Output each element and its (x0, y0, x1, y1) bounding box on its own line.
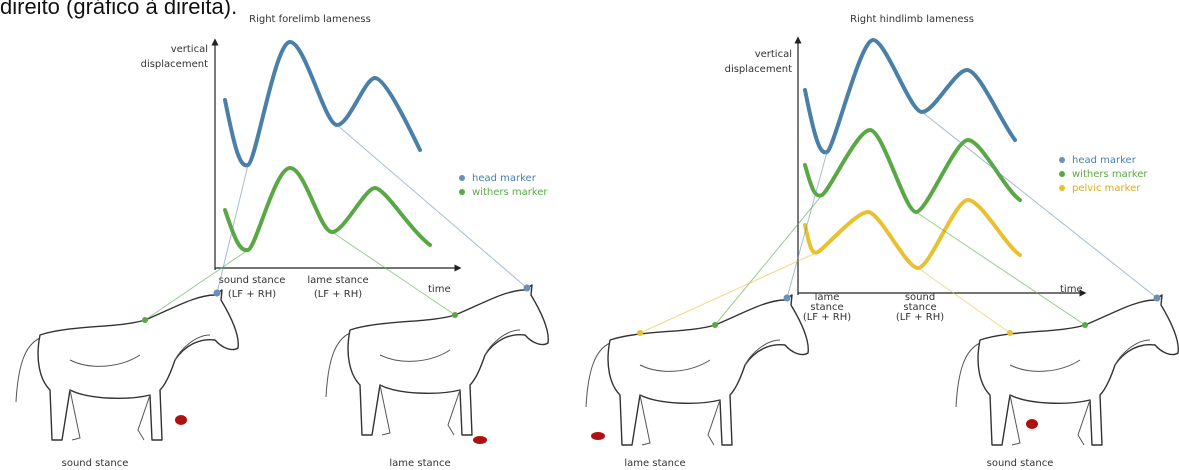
stance-label: (LF + RH) (228, 289, 276, 300)
pelvic-marker (637, 330, 643, 336)
head-marker (214, 290, 221, 297)
legend-dot (1059, 171, 1065, 177)
horse (16, 290, 238, 440)
hoof (591, 432, 605, 440)
withers-marker (712, 322, 718, 328)
legend-label: withers marker (1072, 169, 1148, 180)
legend-label: pelvic marker (1072, 183, 1141, 194)
legend-label: head marker (472, 173, 537, 184)
y-axis-label: vertical (171, 44, 208, 55)
withers-curve (225, 168, 430, 250)
link (217, 165, 248, 293)
head-curve (805, 40, 1015, 152)
legend-label: head marker (1072, 155, 1137, 166)
legend-dot (459, 189, 465, 195)
legend-label: withers marker (472, 187, 548, 198)
link (922, 112, 1157, 298)
horse-label: lame stance (389, 458, 450, 469)
pelvic-marker (1007, 330, 1013, 336)
legend-dot (1059, 157, 1065, 163)
legend-dot (459, 175, 465, 181)
withers-marker (1082, 322, 1088, 328)
horse-label: sound stance (62, 458, 129, 469)
figure: direito (gráfico à direita). Right forel… (0, 0, 1179, 470)
x-axis-label: time (428, 284, 451, 295)
stance-label: (LF + RH) (896, 312, 944, 323)
horse-label: sound stance (987, 458, 1054, 469)
stance-label: (LF + RH) (803, 312, 851, 323)
y-axis-label: vertical (755, 49, 792, 60)
withers-curve (805, 130, 1020, 212)
head-marker (524, 285, 531, 292)
link (332, 232, 455, 315)
withers-marker (452, 312, 458, 318)
head-marker (1154, 295, 1161, 302)
hoof (1026, 419, 1038, 429)
legend-dot (1059, 185, 1065, 191)
link (916, 212, 1085, 325)
horse (326, 285, 548, 435)
horse-label: lame stance (624, 458, 685, 469)
panel-title: Right hindlimb lameness (850, 14, 974, 25)
head-curve (225, 42, 420, 165)
panel-title: Right forelimb lameness (249, 14, 371, 25)
x-axis-label: time (1060, 284, 1083, 295)
hoof (175, 415, 187, 425)
stance-label: (LF + RH) (314, 289, 362, 300)
stance-label: lame stance (307, 275, 368, 286)
stance-label: sound stance (219, 275, 286, 286)
caption: direito (gráfico à direita). (0, 0, 237, 19)
horse (956, 295, 1178, 445)
y-axis-label: displacement (725, 64, 792, 75)
withers-marker (142, 317, 148, 323)
hoof (473, 436, 487, 444)
y-axis-label: displacement (141, 59, 208, 70)
horse (586, 295, 808, 445)
link (337, 125, 527, 288)
head-marker (784, 295, 791, 302)
